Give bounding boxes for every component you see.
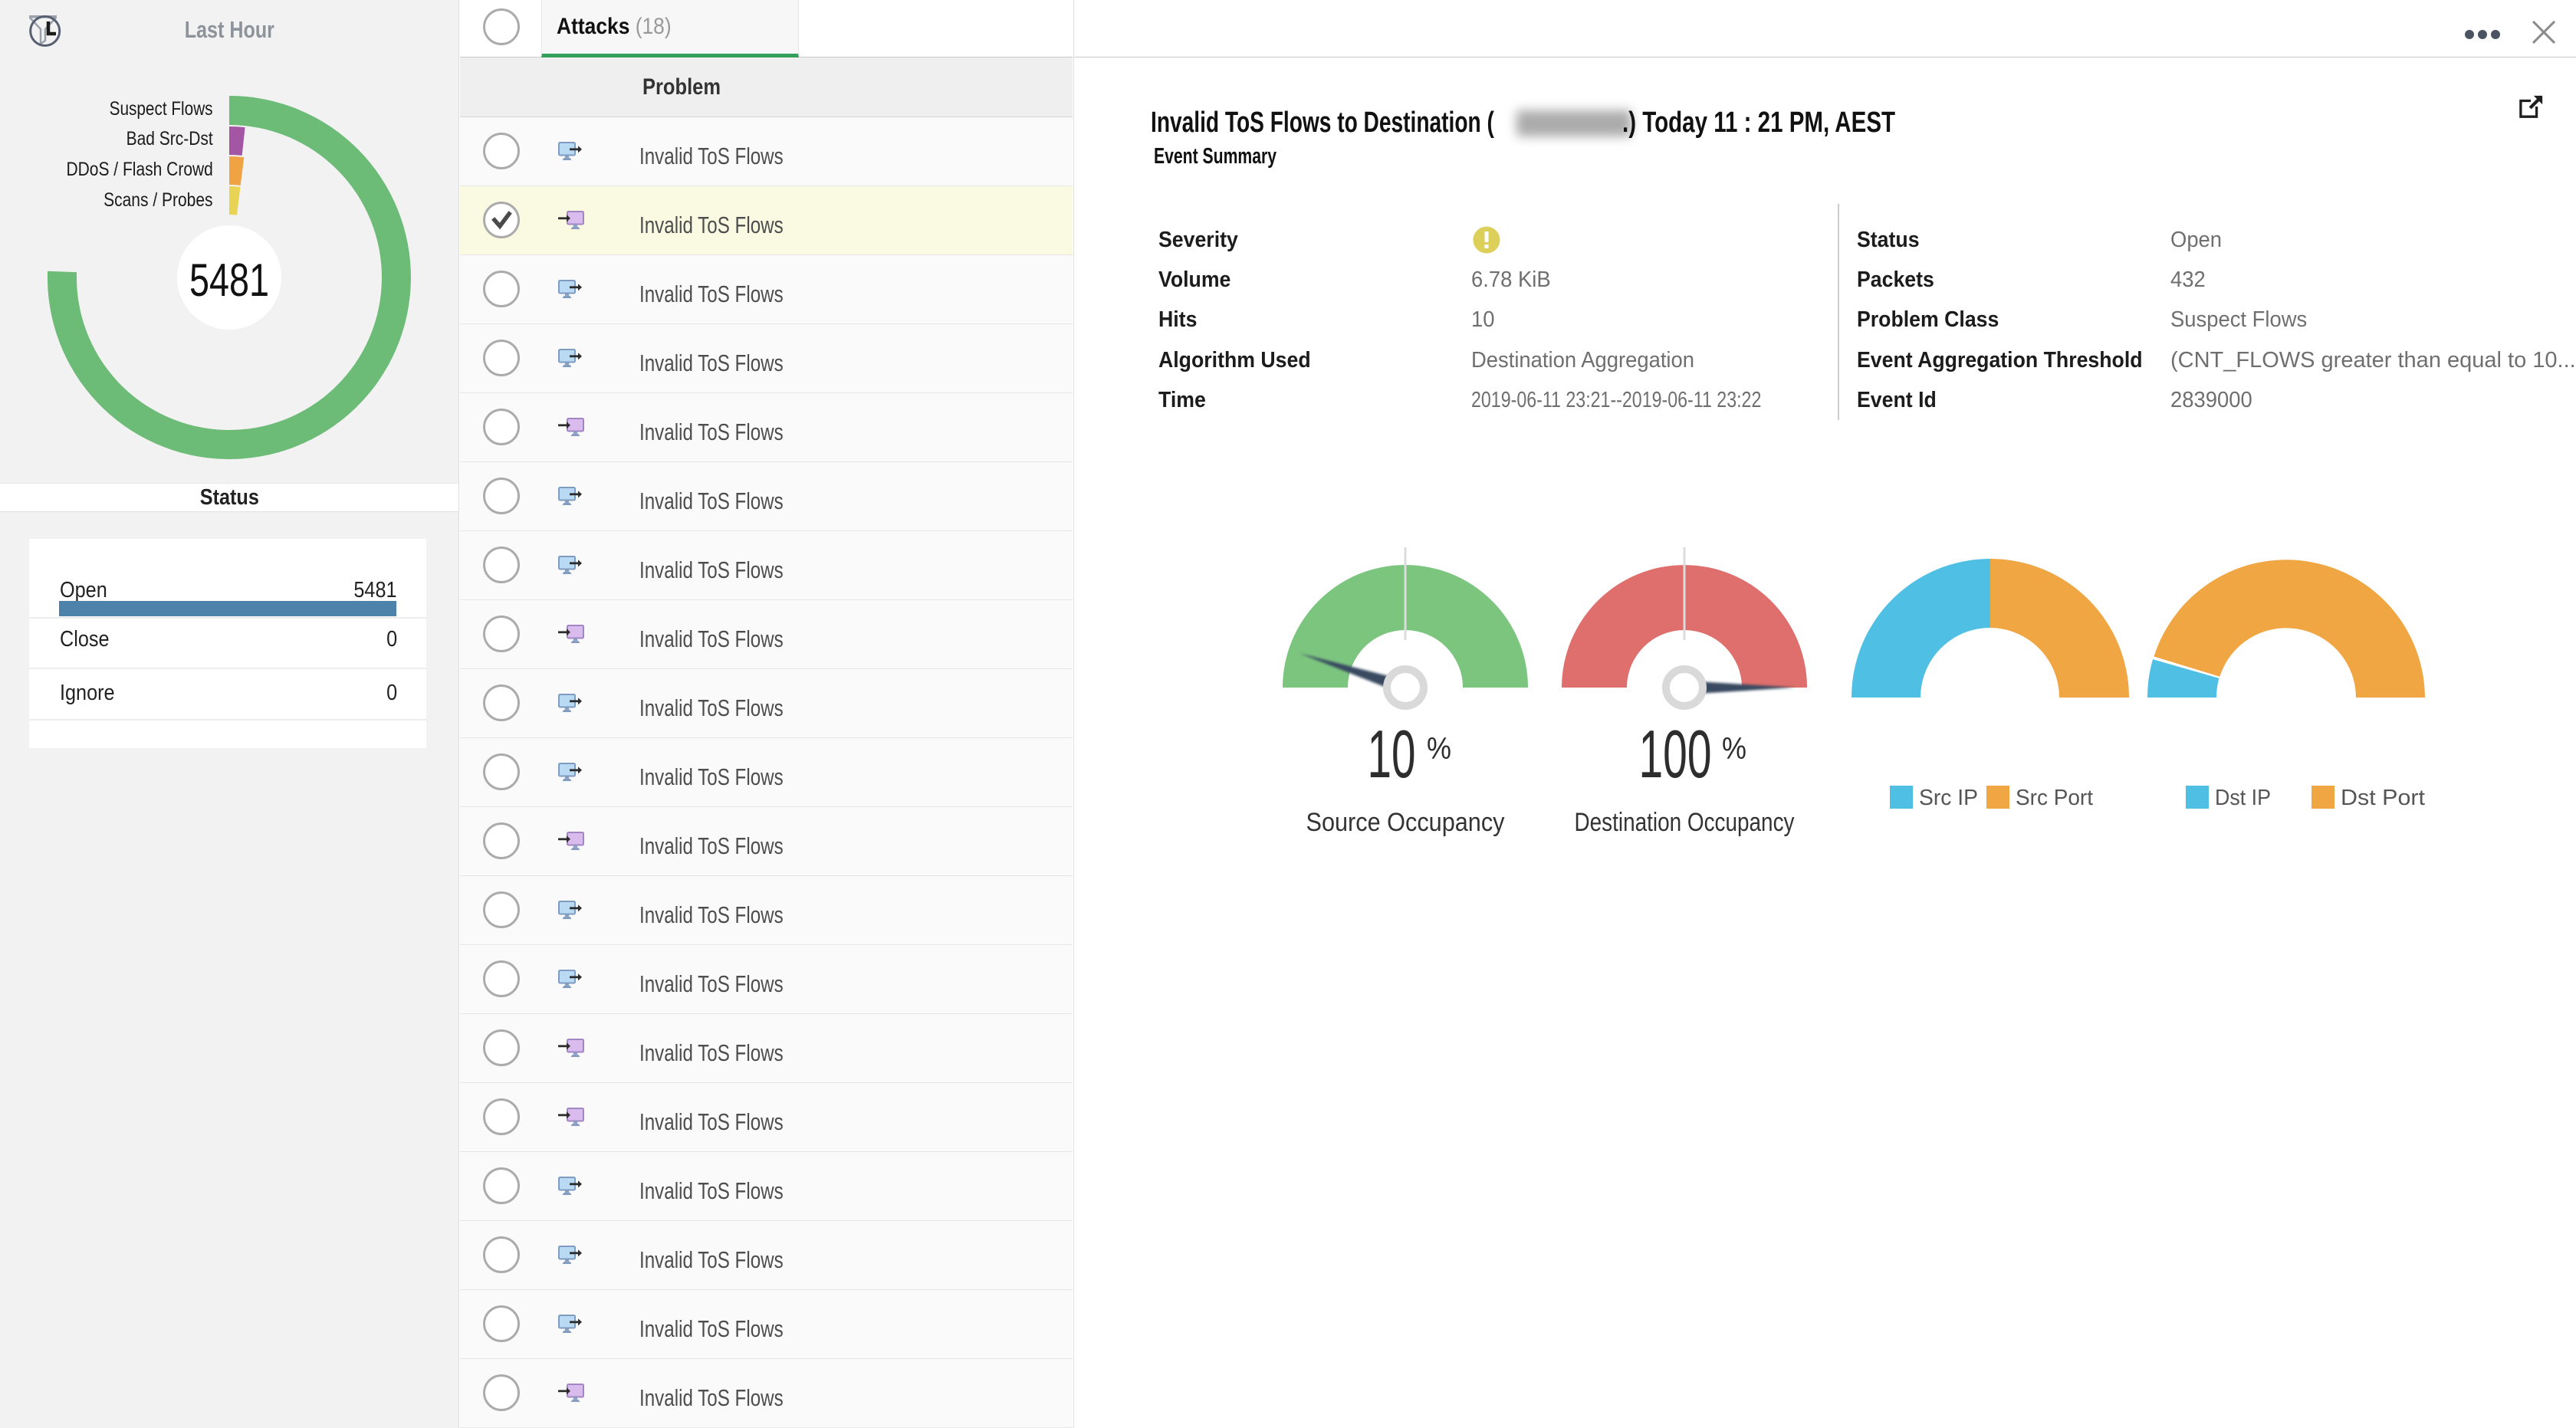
svg-text:Destination Occupancy: Destination Occupancy [1575,808,1795,837]
svg-text:Src Port: Src Port [2016,786,2093,810]
svg-text:100: 100 [1639,716,1712,792]
svg-text:%: % [1722,732,1746,766]
svg-text:10: 10 [1368,716,1416,792]
svg-text:%: % [1427,732,1451,766]
svg-text:Source Occupancy: Source Occupancy [1306,808,1505,837]
svg-text:Src IP: Src IP [1919,786,1978,810]
svg-text:Dst IP: Dst IP [2215,786,2271,810]
svg-text:5481: 5481 [189,254,269,306]
svg-text:Dst Port: Dst Port [2341,786,2425,810]
